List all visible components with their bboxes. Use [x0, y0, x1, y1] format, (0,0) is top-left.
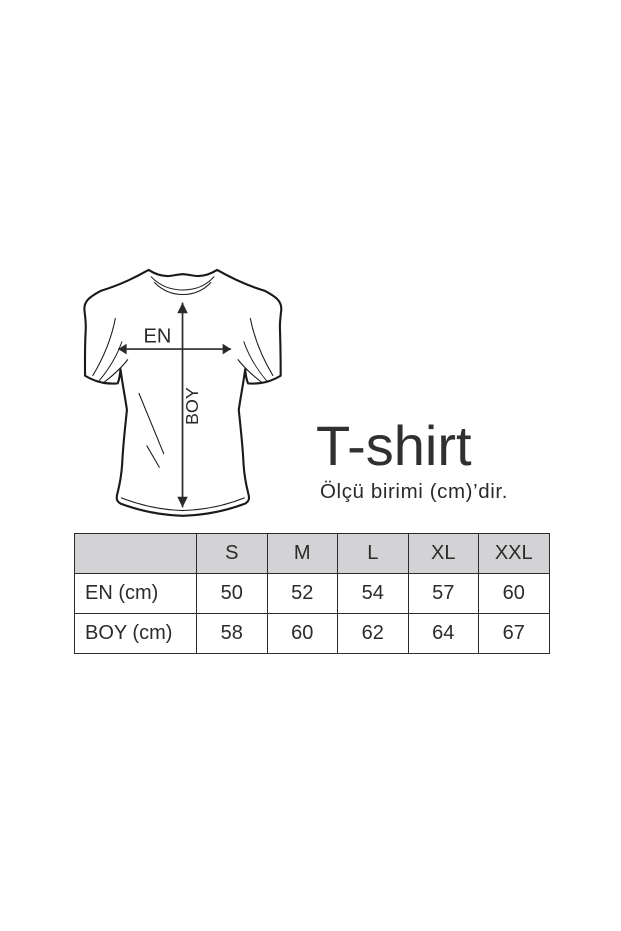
svg-text:Ölçü birimi (cm)’dir.: Ölçü birimi (cm)’dir. — [320, 480, 508, 503]
svg-text:BOY: BOY — [182, 387, 202, 425]
svg-text:T-shirt: T-shirt — [316, 414, 472, 477]
svg-text:EN: EN — [143, 326, 171, 348]
